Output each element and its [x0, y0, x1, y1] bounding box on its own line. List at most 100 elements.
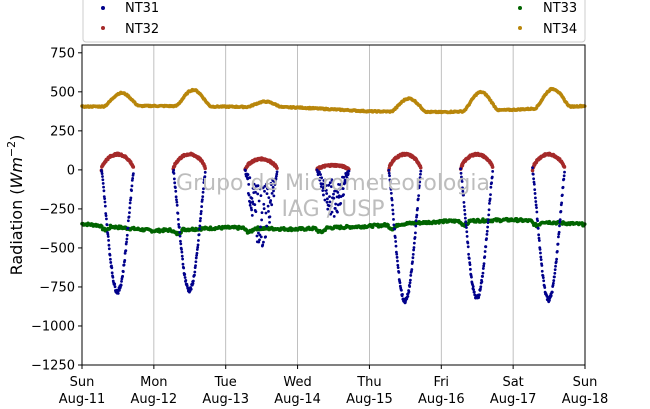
- data-point: [174, 189, 178, 193]
- data-point: [172, 168, 176, 172]
- data-point: [394, 240, 398, 243]
- data-point: [325, 192, 329, 195]
- data-point: [465, 226, 468, 229]
- legend-label-nt33: NT33: [543, 1, 577, 16]
- data-point: [560, 193, 564, 197]
- watermark-line-2: IAG / USP: [282, 197, 385, 222]
- data-point: [483, 255, 487, 259]
- data-point: [550, 290, 554, 294]
- data-point: [259, 235, 263, 239]
- data-point: [485, 232, 489, 236]
- data-point: [182, 266, 186, 270]
- data-point: [265, 192, 269, 196]
- data-point: [398, 281, 402, 285]
- x-tick-label-day: Sun: [70, 375, 95, 390]
- data-point: [191, 279, 195, 283]
- data-point: [246, 173, 250, 176]
- y-axis-title: Radiation (Wm−2): [5, 135, 26, 276]
- data-point: [342, 193, 345, 197]
- y-tick-label: 250: [50, 124, 75, 139]
- x-tick-label-date: Aug-17: [490, 392, 537, 407]
- data-point: [269, 199, 273, 202]
- data-point: [200, 205, 204, 208]
- data-point: [263, 184, 267, 188]
- data-point: [106, 232, 110, 236]
- data-point: [334, 202, 338, 206]
- data-point: [345, 179, 349, 183]
- data-point: [534, 200, 538, 203]
- x-tick-label-day: Sun: [573, 375, 598, 390]
- y-tick-label: −1250: [31, 359, 75, 374]
- legend-marker-nt34: [518, 26, 522, 30]
- data-point: [416, 206, 419, 210]
- data-point: [396, 263, 400, 267]
- data-point: [554, 260, 558, 264]
- data-point: [410, 268, 414, 271]
- data-point: [101, 181, 105, 185]
- data-point: [390, 198, 394, 202]
- data-point: [198, 224, 202, 228]
- data-point: [179, 239, 182, 243]
- data-point: [554, 264, 557, 268]
- data-point: [536, 227, 540, 230]
- data-point: [341, 187, 345, 191]
- data-point: [477, 296, 481, 300]
- data-point: [273, 179, 277, 183]
- data-point: [332, 214, 336, 218]
- data-point: [275, 172, 279, 176]
- data-point: [482, 262, 486, 266]
- data-point: [180, 254, 184, 258]
- data-point: [418, 165, 423, 170]
- data-point: [549, 294, 553, 298]
- data-point: [412, 241, 416, 245]
- data-point: [274, 174, 278, 178]
- data-point: [175, 198, 178, 202]
- data-point: [268, 220, 271, 224]
- data-point: [203, 166, 207, 171]
- data-point: [471, 285, 475, 288]
- data-point: [268, 215, 272, 219]
- data-point: [126, 226, 130, 230]
- data-point: [409, 273, 413, 277]
- data-point: [111, 275, 115, 279]
- data-point: [254, 210, 258, 214]
- data-point: [104, 214, 108, 218]
- data-point: [491, 169, 495, 173]
- data-point: [126, 219, 130, 223]
- data-point: [177, 223, 181, 226]
- data-point: [330, 210, 334, 214]
- x-tick-label-day: Sat: [502, 375, 523, 390]
- data-point: [131, 165, 136, 169]
- data-point: [460, 177, 464, 181]
- data-point: [128, 206, 132, 210]
- data-point: [321, 189, 325, 192]
- data-point: [264, 235, 267, 239]
- data-point: [202, 181, 206, 184]
- data-point: [120, 279, 123, 283]
- data-point: [386, 223, 390, 227]
- data-point: [258, 238, 261, 242]
- data-point: [327, 183, 331, 187]
- data-point: [250, 196, 254, 200]
- data-point: [532, 182, 536, 186]
- data-point: [332, 192, 335, 196]
- data-point: [482, 264, 486, 268]
- data-point: [539, 255, 543, 259]
- data-point: [395, 252, 399, 256]
- data-point: [531, 166, 534, 170]
- data-point: [198, 227, 201, 231]
- data-point: [101, 175, 104, 178]
- x-tick-label-day: Mon: [140, 375, 167, 390]
- data-point: [195, 254, 199, 257]
- data-point: [191, 282, 195, 285]
- data-point: [250, 208, 253, 212]
- data-point: [172, 172, 176, 175]
- data-point: [418, 176, 422, 179]
- data-point: [117, 289, 121, 292]
- data-point: [557, 230, 561, 234]
- x-tick-label-date: Aug-14: [274, 392, 321, 407]
- data-point: [175, 203, 179, 207]
- data-point: [467, 257, 471, 260]
- data-point: [419, 172, 422, 176]
- data-point: [124, 249, 128, 253]
